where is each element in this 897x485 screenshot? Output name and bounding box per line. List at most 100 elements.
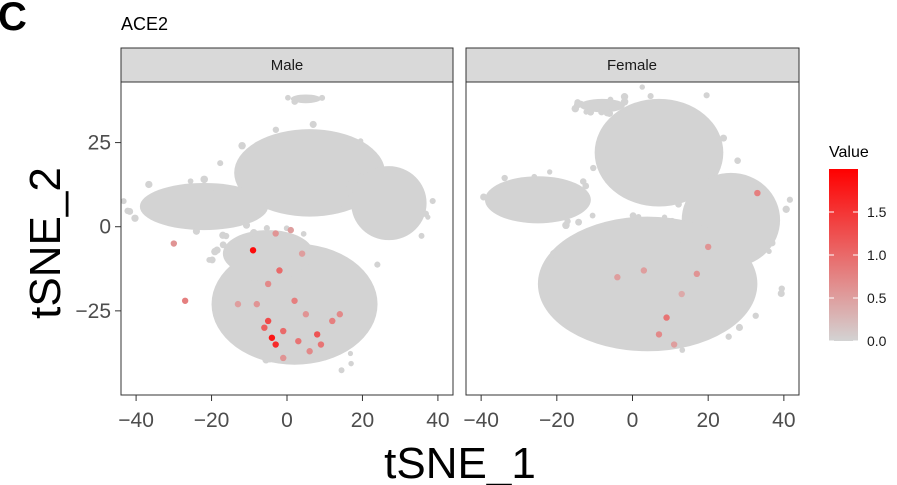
cell-point (582, 182, 590, 190)
cell-point (766, 248, 772, 255)
expression-point (693, 270, 701, 278)
cell-point (347, 350, 354, 357)
y-tick-label: −25 (75, 300, 111, 323)
cell-point (501, 174, 508, 182)
cell-cluster (594, 98, 724, 207)
x-axis-title: tSNE_1 (384, 439, 536, 485)
cell-point (222, 232, 230, 240)
cell-point (719, 134, 728, 142)
cell-point (344, 180, 350, 187)
cell-cluster (139, 182, 269, 231)
cell-point (348, 360, 354, 367)
x-tick-label: 0 (281, 409, 293, 432)
cell-point (250, 229, 258, 237)
cell-point (639, 84, 645, 90)
cell-point (590, 164, 597, 172)
expression-point (272, 230, 279, 237)
expression-point (614, 274, 621, 281)
expression-point (170, 240, 178, 247)
expression-point (280, 354, 287, 362)
cell-point (257, 233, 266, 242)
cell-point (285, 94, 291, 101)
cell-point (777, 289, 785, 298)
x-axis-male: −40 −20 0 20 40 (118, 395, 450, 432)
cell-point (531, 173, 538, 180)
expression-point (264, 280, 272, 288)
legend-title: Value (829, 144, 869, 161)
panel-letter: C (0, 0, 27, 39)
cell-point (679, 347, 686, 353)
cell-point (300, 231, 307, 237)
cell-point (319, 94, 326, 101)
cell-cluster (484, 176, 591, 224)
expression-point (268, 334, 276, 341)
x-tick-label: −20 (194, 409, 230, 432)
cell-point (598, 108, 605, 116)
expression-point (663, 314, 670, 321)
expression-point (704, 243, 712, 251)
expression-point (272, 341, 279, 348)
expression-point (287, 226, 294, 234)
expression-point (264, 317, 272, 325)
expression-points-female (614, 189, 761, 348)
cell-cloud-female (480, 84, 794, 353)
cell-point (217, 160, 224, 167)
expression-point (640, 267, 648, 274)
expression-point (253, 300, 261, 308)
cell-point (289, 275, 298, 284)
cell-point (647, 93, 654, 100)
cell-point (734, 157, 741, 164)
legend-tick-label: 0.5 (867, 290, 887, 306)
x-axis-female: −40 −20 0 20 40 (463, 395, 796, 432)
cell-point (675, 200, 682, 208)
cell-cluster (537, 216, 758, 352)
expression-point (655, 331, 663, 338)
expression-point (336, 311, 344, 318)
cell-point (661, 214, 668, 220)
cell-point (564, 218, 571, 225)
cell-point (367, 199, 375, 208)
x-tick-label: 40 (426, 409, 449, 432)
y-axis-title: tSNE_2 (21, 167, 70, 319)
cell-point (571, 104, 580, 113)
cell-point (675, 240, 681, 246)
cell-point (589, 212, 596, 219)
x-tick-label: 20 (697, 409, 720, 432)
x-tick-label: −40 (463, 409, 499, 432)
cell-point (685, 196, 691, 203)
cell-point (480, 193, 488, 201)
cell-point (353, 185, 360, 192)
cell-point (355, 166, 363, 174)
cell-point (357, 173, 364, 180)
cell-point (782, 205, 790, 213)
expression-point (670, 341, 678, 348)
cell-point (668, 217, 676, 225)
cell-cluster (290, 94, 321, 104)
cell-point (121, 198, 127, 205)
cell-point (620, 98, 629, 106)
cell-point (252, 183, 258, 189)
cell-point (238, 141, 246, 150)
cell-point (374, 261, 381, 268)
cell-point (242, 221, 251, 229)
cell-point (219, 241, 227, 249)
x-tick-label: 40 (772, 409, 795, 432)
expression-point (181, 297, 189, 304)
cell-point (694, 198, 702, 206)
x-tick-label: 0 (627, 409, 639, 432)
expression-point (313, 331, 321, 338)
cell-point (635, 213, 642, 220)
cell-cluster (234, 129, 386, 217)
cell-point (583, 109, 589, 115)
cell-point (786, 196, 794, 203)
legend-tick-label: 1.0 (867, 247, 887, 263)
cell-point (687, 201, 695, 209)
cell-point (735, 323, 743, 332)
expression-point (306, 348, 313, 355)
cell-point (603, 108, 612, 117)
cell-point (550, 249, 558, 258)
expression-point (291, 297, 298, 304)
cell-point (429, 197, 436, 205)
cell-point (291, 98, 299, 105)
